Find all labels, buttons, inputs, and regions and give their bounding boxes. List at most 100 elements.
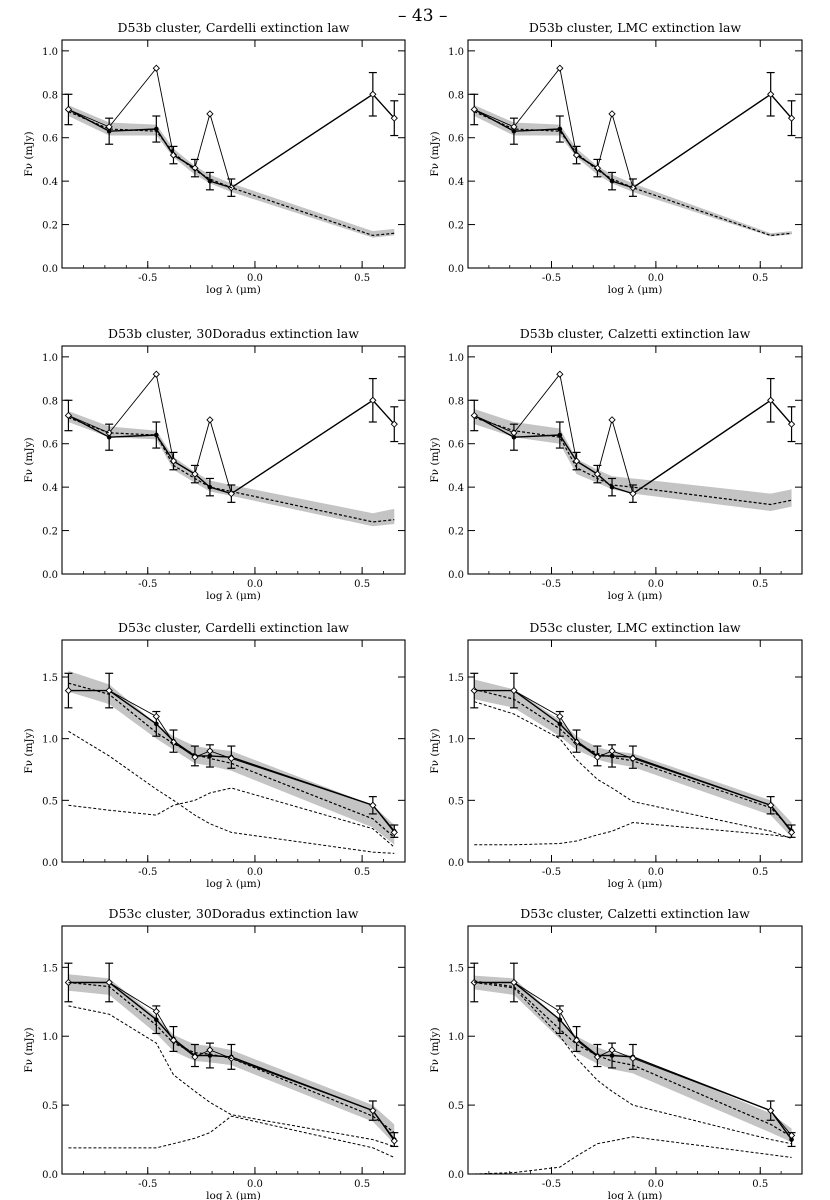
x-axis-label: log λ (μm): [608, 590, 663, 602]
model-point: [787, 114, 796, 122]
component-b-line: [474, 1136, 792, 1175]
x-axis-label: log λ (μm): [608, 878, 663, 890]
x-tick-label: 0.5: [354, 867, 370, 878]
x-tick-label: -0.5: [138, 1179, 157, 1190]
panel-7: 0.0 0.5 1.0 1.5 -0.5 0.0 0.5 D53c cluster, 30Do…: [23, 906, 406, 1200]
model-point: [510, 978, 518, 987]
x-tick-label: -0.5: [542, 273, 561, 284]
plot-frame: [61, 639, 406, 863]
y-tick-label: 0.2: [42, 527, 58, 538]
plot-frame: [61, 345, 406, 575]
model-point: [629, 1054, 637, 1062]
y-tick-label: 1.0: [42, 47, 58, 58]
model-point: [787, 828, 796, 837]
x-tick-label: 0.0: [648, 867, 664, 878]
chart-title: D53b cluster, 30Doradus extinction law: [108, 326, 359, 341]
y-tick-label: 1.0: [448, 353, 464, 364]
model-point: [227, 754, 235, 763]
plot-frame: [467, 639, 803, 863]
y-tick-label: 0.2: [42, 221, 58, 232]
model-point: [369, 90, 377, 98]
y-tick-label: 0.6: [448, 440, 464, 451]
observed-point: [511, 434, 517, 440]
y-axis-label: Fν (mJy): [429, 728, 441, 773]
y-tick-label: 0.6: [42, 440, 58, 451]
y-tick-label: 0.8: [42, 90, 58, 101]
x-tick-label: 0.5: [752, 1179, 768, 1190]
x-tick-label: 0.0: [648, 273, 664, 284]
model-point: [470, 105, 478, 114]
y-tick-label: 0.2: [448, 221, 464, 232]
best-fit-line: [68, 111, 395, 237]
observed-point: [106, 128, 112, 134]
model-point: [572, 1036, 581, 1044]
model-point: [556, 712, 564, 721]
model-point: [572, 457, 581, 465]
y-tick-label: 1.0: [42, 735, 58, 746]
x-tick-label: 0.5: [354, 579, 370, 590]
model-point: [206, 747, 214, 755]
y-tick-label: 0.2: [448, 527, 464, 538]
model-point: [369, 1106, 377, 1115]
y-tick-label: 0.8: [42, 396, 58, 407]
component-a-line: [68, 1005, 395, 1147]
panel-6: 0.0 0.5 1.0 1.5 -0.5 0.0 0.5 D53c cluster, LMC …: [429, 620, 803, 890]
model-point: [608, 416, 616, 424]
y-tick-label: 0.0: [42, 264, 58, 275]
model-point: [510, 123, 518, 131]
y-tick-label: 0.6: [42, 134, 58, 145]
y-tick-label: 1.0: [42, 1032, 58, 1043]
panel-5: 0.0 0.5 1.0 1.5 -0.5 0.0 0.5 D53c cluster, Card…: [23, 620, 406, 890]
x-tick-label: 0.5: [354, 273, 370, 284]
y-tick-label: 1.0: [42, 353, 58, 364]
y-tick-label: 0.5: [42, 1101, 58, 1112]
chart-title: D53b cluster, Calzetti extinction law: [520, 326, 751, 341]
fit-uncertainty-band: [68, 411, 395, 527]
best-fit-line: [474, 688, 792, 831]
component-b-line: [474, 822, 792, 846]
observed-point: [154, 721, 159, 727]
x-tick-label: -0.5: [138, 867, 157, 878]
y-tick-label: 0.0: [42, 858, 58, 869]
model-point: [152, 64, 160, 72]
y-axis-label: Fν (mJy): [23, 728, 35, 773]
y-tick-label: 0.4: [448, 483, 464, 494]
model-point: [608, 747, 616, 755]
model-point: [369, 801, 377, 809]
component-a-line: [474, 701, 792, 840]
x-tick-label: -0.5: [542, 1179, 561, 1190]
x-tick-label: 0.5: [752, 579, 768, 590]
plot-frame: [467, 925, 803, 1175]
plot-frame: [61, 925, 406, 1175]
y-axis-label: Fν (mJy): [23, 437, 35, 482]
component-a-line: [474, 981, 792, 1145]
best-fit-line: [474, 417, 792, 506]
y-tick-label: 0.0: [448, 858, 464, 869]
x-tick-label: -0.5: [138, 273, 157, 284]
fit-uncertainty-band: [474, 408, 792, 512]
model-point: [629, 490, 637, 498]
observed-point: [106, 434, 112, 440]
model-point: [510, 686, 518, 695]
x-tick-label: 0.5: [354, 1179, 370, 1190]
y-tick-label: 0.0: [448, 264, 464, 275]
y-tick-label: 0.4: [448, 177, 464, 188]
best-fit-line: [68, 981, 395, 1134]
model-point: [608, 110, 616, 118]
x-axis-label: log λ (μm): [206, 878, 261, 890]
model-point: [206, 416, 214, 424]
model-point: [191, 470, 199, 478]
x-axis-label: log λ (μm): [206, 284, 261, 296]
y-tick-label: 1.5: [42, 963, 58, 974]
model-point: [105, 123, 113, 131]
observed-point: [609, 484, 615, 490]
model-point: [390, 114, 398, 122]
y-tick-label: 1.5: [448, 963, 464, 974]
fit-uncertainty-band: [474, 105, 792, 237]
chart-title: D53b cluster, Cardelli extinction law: [118, 20, 350, 35]
model-point: [572, 738, 581, 747]
panel-2: 0.0 0.2 0.4 0.6 0.8 1.0 -0.5 0.0 0.5 D53b cluster…: [429, 20, 803, 296]
y-tick-label: 1.0: [448, 1032, 464, 1043]
model-point: [767, 396, 775, 404]
model-point: [767, 1106, 775, 1115]
